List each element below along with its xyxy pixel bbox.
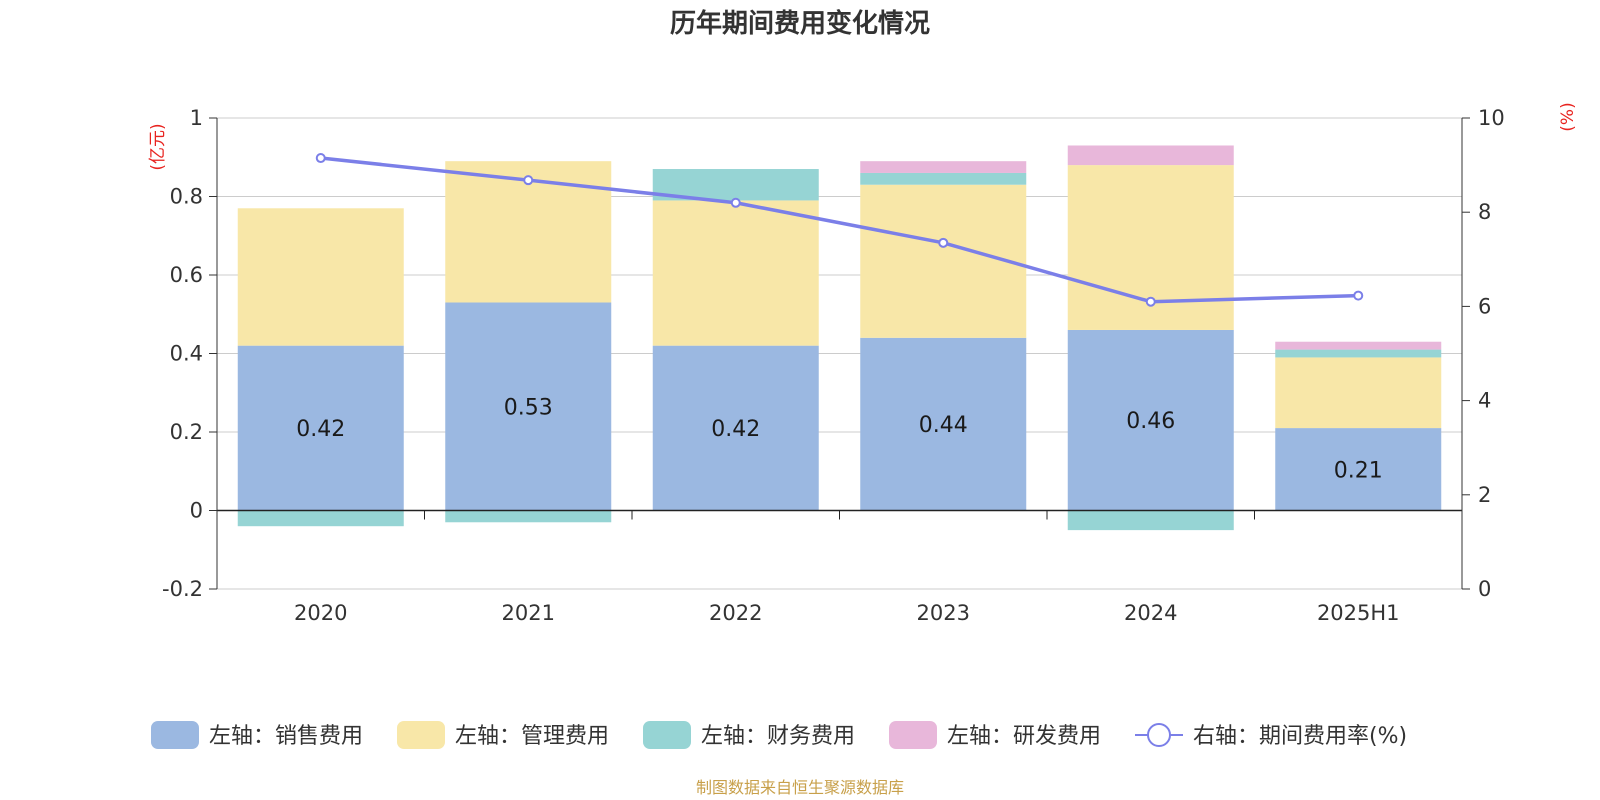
bar-4-2025H1 (1275, 341, 1442, 350)
left-tick-label: 1 (190, 106, 203, 130)
right-axis-unit: (%) (1558, 102, 1578, 131)
left-tick-label: 0 (190, 499, 203, 523)
bar-1-2024 (1067, 329, 1234, 511)
left-tick-label: 0.8 (170, 185, 203, 209)
x-tick-label: 2020 (294, 601, 347, 625)
legend-label-5: 右轴：期间费用率(%) (1193, 724, 1407, 749)
bar-1-2021 (445, 302, 612, 511)
right-tick-label: 4 (1478, 389, 1491, 413)
bar-4-2023 (860, 161, 1027, 173)
data-label-2024: 0.46 (1126, 409, 1175, 434)
bar-1-2020 (237, 345, 404, 511)
rate-point-2020 (315, 153, 326, 164)
rate-point-2025H1 (1353, 290, 1364, 301)
bar-3-2020 (237, 510, 404, 527)
grid-lines (217, 117, 1462, 590)
left-tick-label: -0.2 (162, 577, 203, 601)
data-label-2022: 0.42 (711, 417, 760, 442)
bar-2-2020 (237, 208, 404, 346)
right-tick-label: 0 (1478, 577, 1491, 601)
rate-point-2023 (938, 237, 949, 248)
rate-point-2022 (730, 197, 741, 208)
rate-line-layer (315, 153, 1364, 307)
bar-2-2022 (652, 200, 819, 346)
left-tick-label: 0.2 (170, 420, 203, 444)
bar-3-2025H1 (1275, 349, 1442, 358)
rate-point-2021 (523, 175, 534, 186)
bars-layer (237, 145, 1442, 531)
data-label-2025H1: 0.21 (1334, 458, 1383, 483)
rate-point-2024 (1145, 296, 1156, 307)
data-label-2023: 0.44 (919, 413, 968, 438)
x-tick-label: 2023 (917, 601, 970, 625)
right-tick-label: 2 (1478, 483, 1491, 507)
legend-swatch-1 (151, 721, 199, 749)
bar-1-2022 (652, 345, 819, 511)
bar-4-2024 (1067, 145, 1234, 166)
data-labels-layer: 0.42 0.53 0.42 0.44 0.46 0.21 (296, 395, 1382, 483)
legend-swatch-3 (643, 721, 691, 749)
x-tick-label: 2021 (502, 601, 555, 625)
legend-swatch-4 (889, 721, 937, 749)
right-tick-label: 8 (1478, 200, 1491, 224)
legend-label-1: 左轴：销售费用 (209, 724, 363, 749)
data-label-2020: 0.42 (296, 417, 345, 442)
source-note: 制图数据来自恒生聚源数据库 (696, 778, 904, 797)
bar-3-2023 (860, 172, 1027, 185)
x-tick-label: 2022 (709, 601, 762, 625)
legend-line-marker (1147, 723, 1171, 747)
bar-2-2025H1 (1275, 357, 1442, 429)
bar-1-2025H1 (1275, 428, 1442, 511)
left-tick-label: 0.6 (170, 263, 203, 287)
legend-label-4: 左轴：研发费用 (947, 724, 1101, 749)
bar-2-2023 (860, 184, 1027, 338)
x-tick-label: 2024 (1124, 601, 1177, 625)
left-tick-label: 0.4 (170, 342, 203, 366)
legend: 左轴：销售费用 左轴：管理费用 左轴：财务费用 左轴：研发费用 右轴：期间费用率(%) (151, 721, 1407, 749)
legend-swatch-2 (397, 721, 445, 749)
rate-line (320, 156, 1359, 304)
bar-1-2023 (860, 337, 1027, 511)
chart-title: 历年期间费用变化情况 (670, 8, 930, 39)
bar-3-2024 (1067, 510, 1234, 531)
right-tick-label: 6 (1478, 294, 1491, 318)
legend-label-2: 左轴：管理费用 (455, 724, 609, 749)
legend-label-3: 左轴：财务费用 (701, 724, 855, 749)
left-axis-unit: (亿元) (148, 123, 168, 170)
bar-3-2021 (445, 510, 612, 523)
data-label-2021: 0.53 (504, 395, 553, 420)
right-tick-label: 10 (1478, 106, 1505, 130)
x-tick-label: 2025H1 (1317, 601, 1400, 625)
